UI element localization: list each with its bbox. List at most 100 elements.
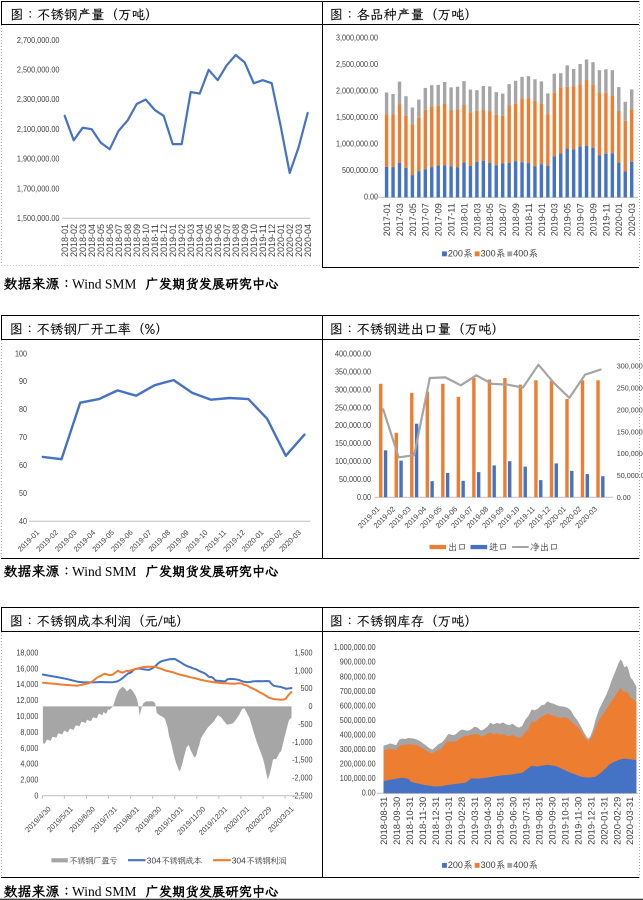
svg-text:150,000.00: 150,000.00: [617, 427, 643, 436]
svg-text:50,000.00: 50,000.00: [339, 475, 372, 484]
svg-text:2019-03: 2019-03: [186, 224, 196, 257]
svg-text:4,000: 4,000: [20, 760, 38, 769]
svg-text:0: 0: [309, 702, 313, 711]
svg-text:400,000.00: 400,000.00: [340, 730, 377, 739]
svg-text:250,000.00: 250,000.00: [335, 403, 372, 412]
svg-text:2018-12: 2018-12: [159, 224, 169, 257]
svg-text:60: 60: [19, 461, 28, 470]
svg-text:1,700,000.00: 1,700,000.00: [17, 184, 60, 193]
svg-text:Wind SMM: Wind SMM: [72, 884, 136, 899]
svg-text:300: 300: [481, 860, 496, 870]
svg-text:350,000.00: 350,000.00: [335, 367, 372, 376]
svg-text:300,000.00: 300,000.00: [335, 385, 372, 394]
svg-text:2017-05: 2017-05: [408, 203, 418, 236]
svg-text:2019-06-30: 2019-06-30: [509, 797, 519, 845]
svg-text:2019-11: 2019-11: [258, 224, 268, 257]
svg-text:2018-03: 2018-03: [472, 203, 482, 236]
svg-text:2020-04: 2020-04: [303, 224, 313, 257]
svg-text:1,500,000.00: 1,500,000.00: [17, 214, 60, 223]
svg-text:2018-09-30: 2018-09-30: [392, 797, 402, 845]
svg-text:70: 70: [19, 433, 28, 442]
svg-text:400,000.00: 400,000.00: [335, 349, 372, 358]
svg-text:0.00: 0.00: [357, 493, 372, 502]
svg-text:-1,000: -1,000: [292, 738, 313, 747]
svg-text:2019-08-31: 2019-08-31: [535, 797, 545, 845]
svg-text:2019-12-31: 2019-12-31: [586, 797, 596, 845]
svg-text:12,000: 12,000: [16, 696, 38, 705]
svg-text:2,300,000.00: 2,300,000.00: [17, 95, 60, 104]
svg-text:2018-11: 2018-11: [524, 203, 534, 236]
svg-text:2019-09: 2019-09: [588, 203, 598, 236]
svg-text:200: 200: [448, 860, 463, 870]
svg-text:100: 100: [15, 349, 28, 358]
svg-text:400: 400: [513, 248, 528, 258]
svg-text:1,000,000.00: 1,000,000.00: [336, 140, 379, 149]
svg-text:2019-10-31: 2019-10-31: [561, 797, 571, 845]
svg-text:2019-05: 2019-05: [204, 224, 214, 257]
svg-text:2017-03: 2017-03: [395, 203, 405, 236]
svg-text:2018-07: 2018-07: [498, 203, 508, 236]
svg-text:2,100,000.00: 2,100,000.00: [17, 125, 60, 134]
svg-text:2017-09: 2017-09: [434, 203, 444, 236]
svg-text:1,900,000.00: 1,900,000.00: [17, 155, 60, 164]
svg-text:8,000: 8,000: [20, 728, 38, 737]
svg-text:2019-12: 2019-12: [267, 224, 277, 257]
svg-text:2017-01: 2017-01: [382, 203, 392, 236]
svg-text:400: 400: [513, 860, 528, 870]
svg-text:1,000,000.00: 1,000,000.00: [334, 643, 377, 652]
svg-text:2019-02: 2019-02: [177, 224, 187, 257]
svg-text:2018-01: 2018-01: [459, 203, 469, 236]
svg-text:2018-07: 2018-07: [114, 224, 124, 257]
svg-text:100,000.00: 100,000.00: [617, 449, 643, 458]
svg-text:1,500,000.00: 1,500,000.00: [336, 113, 379, 122]
svg-text:2017-11: 2017-11: [447, 203, 457, 236]
svg-text:2019-09: 2019-09: [240, 224, 250, 257]
svg-text:1,500: 1,500: [295, 648, 313, 657]
svg-text:304: 304: [232, 855, 246, 865]
svg-text:0.00: 0.00: [617, 493, 631, 502]
svg-text:2019-05-31: 2019-05-31: [496, 797, 506, 845]
svg-text:2019-01: 2019-01: [537, 203, 547, 236]
svg-text:-2,000: -2,000: [292, 774, 313, 783]
svg-text:-1,500: -1,500: [292, 756, 313, 765]
svg-text:2019-03: 2019-03: [550, 203, 560, 236]
svg-text:700,000.00: 700,000.00: [340, 687, 377, 696]
svg-text:2018-08: 2018-08: [123, 224, 133, 257]
svg-text:10,000: 10,000: [16, 712, 38, 721]
svg-text:100,000.00: 100,000.00: [340, 774, 377, 783]
svg-text:14,000: 14,000: [16, 680, 38, 689]
svg-text:2019-01-31: 2019-01-31: [444, 797, 454, 845]
svg-text:2020-03: 2020-03: [294, 224, 304, 257]
svg-text:2020-01-31: 2020-01-31: [599, 797, 609, 845]
svg-text:2,500,000.00: 2,500,000.00: [336, 60, 379, 69]
svg-text:2019-05: 2019-05: [563, 203, 573, 236]
svg-text:200,000.00: 200,000.00: [617, 405, 643, 414]
svg-text:2018-05: 2018-05: [485, 203, 495, 236]
svg-text:90: 90: [19, 377, 28, 386]
svg-text:50,000.00: 50,000.00: [617, 471, 643, 480]
svg-text:2018-12-31: 2018-12-31: [431, 797, 441, 845]
svg-text:18,000: 18,000: [16, 648, 38, 657]
svg-text:2020-02: 2020-02: [285, 224, 295, 257]
svg-text:2018-02: 2018-02: [69, 224, 79, 257]
svg-text:200,000.00: 200,000.00: [335, 421, 372, 430]
svg-text:600,000.00: 600,000.00: [340, 701, 377, 710]
svg-text:2,000: 2,000: [20, 776, 38, 785]
svg-text:100,000.00: 100,000.00: [335, 457, 372, 466]
svg-text:304: 304: [147, 855, 161, 865]
svg-text:2018-10: 2018-10: [141, 224, 151, 257]
svg-text:200,000.00: 200,000.00: [340, 759, 377, 768]
svg-text:2020-03: 2020-03: [627, 203, 637, 236]
svg-text:200: 200: [448, 248, 463, 258]
svg-text:2019-04: 2019-04: [195, 224, 205, 257]
svg-text:2019-07-31: 2019-07-31: [522, 797, 532, 845]
svg-text:2018-03: 2018-03: [78, 224, 88, 257]
svg-text:80: 80: [19, 405, 28, 414]
svg-text:300: 300: [481, 248, 496, 258]
svg-text:2019-07: 2019-07: [576, 203, 586, 236]
svg-text:16,000: 16,000: [16, 664, 38, 673]
svg-text:6,000: 6,000: [20, 744, 38, 753]
svg-text:2020-01: 2020-01: [276, 224, 286, 257]
svg-text:2020-03-31: 2020-03-31: [625, 797, 635, 845]
svg-text:2018-06: 2018-06: [105, 224, 115, 257]
